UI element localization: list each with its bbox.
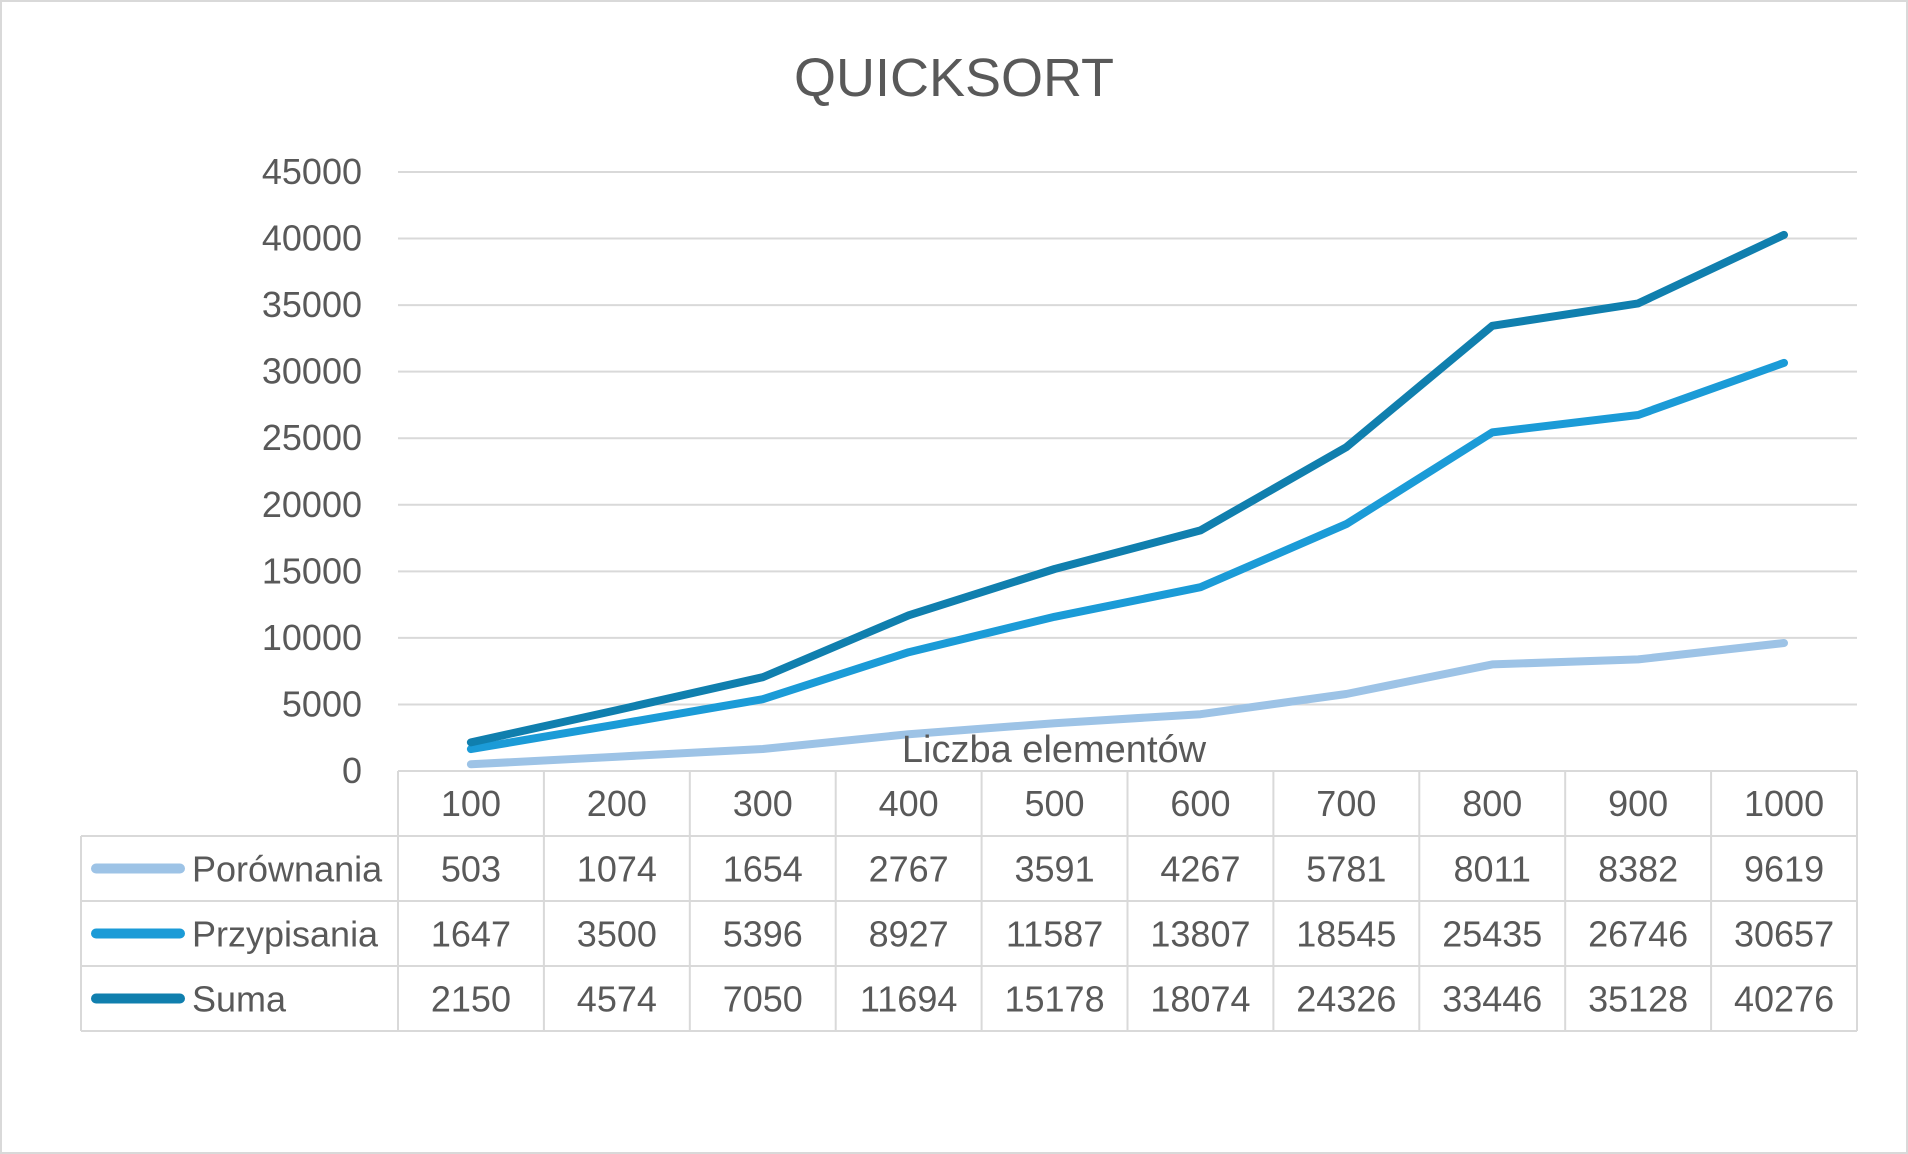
series-lines [466,230,1788,769]
legend-label: Suma [192,979,287,1020]
y-tick-label: 15000 [262,550,362,591]
data-label: 24326 [1296,979,1396,1020]
data-label: 8927 [869,914,949,955]
data-label: 1647 [431,914,511,955]
data-label: 2150 [431,979,511,1020]
data-label: 11587 [1006,914,1103,955]
series-line-suma [466,230,1788,747]
data-label: 18545 [1296,914,1396,955]
data-label: 4574 [577,979,657,1020]
x-tick-label: 200 [587,783,647,824]
data-label: 33446 [1442,979,1542,1020]
data-table: 100 200 300 400 500 600 700 800 900 1000 Porównani… [80,771,1858,1032]
y-tick-label: 30000 [262,351,362,392]
data-label: 1074 [577,849,657,890]
chart-title: QUICKSORT [794,48,1114,108]
data-label: 8011 [1454,849,1531,890]
gridlines [398,171,1857,772]
data-label: 2767 [869,849,949,890]
legend-label: Przypisania [192,914,379,955]
x-tick-label: 500 [1025,783,1085,824]
data-label: 5781 [1306,849,1386,890]
data-label: 25435 [1442,914,1542,955]
data-label: 1654 [723,849,803,890]
y-tick-label: 25000 [262,417,362,458]
data-label: 30657 [1734,914,1834,955]
x-tick-label: 900 [1608,783,1668,824]
data-label: 11694 [860,979,957,1020]
data-label: 503 [441,849,501,890]
data-label: 8382 [1598,849,1678,890]
data-label: 35128 [1588,979,1688,1020]
data-label: 40276 [1734,979,1834,1020]
x-tick-label: 700 [1316,783,1376,824]
data-label: 3500 [577,914,657,955]
y-tick-label: 10000 [262,617,362,658]
y-tick-label: 5000 [282,683,362,724]
x-tick-label: 1000 [1744,783,1824,824]
legend-label: Porównania [192,849,383,890]
data-label: 15178 [1004,979,1104,1020]
y-tick-label: 0 [342,750,362,791]
y-tick-label: 40000 [262,218,362,259]
data-label: 4267 [1160,849,1240,890]
series-line-przypisania [466,358,1788,754]
y-axis-ticks: 0 5000 10000 15000 20000 25000 30000 35000 40000… [262,151,362,791]
data-label: 7050 [723,979,803,1020]
x-tick-label: 600 [1170,783,1230,824]
x-axis-label: Liczba elementów [902,729,1207,771]
x-tick-label: 100 [441,783,501,824]
y-tick-label: 20000 [262,484,362,525]
data-label: 26746 [1588,914,1688,955]
x-tick-label: 400 [879,783,939,824]
y-tick-label: 45000 [262,151,362,192]
data-label: 13807 [1150,914,1250,955]
data-label: 5396 [723,914,803,955]
data-label: 3591 [1015,849,1095,890]
data-label: 9619 [1744,849,1824,890]
x-tick-label: 300 [733,783,793,824]
y-tick-label: 35000 [262,284,362,325]
series-line-porownania [466,639,1788,769]
data-label: 18074 [1150,979,1250,1020]
x-tick-label: 800 [1462,783,1522,824]
